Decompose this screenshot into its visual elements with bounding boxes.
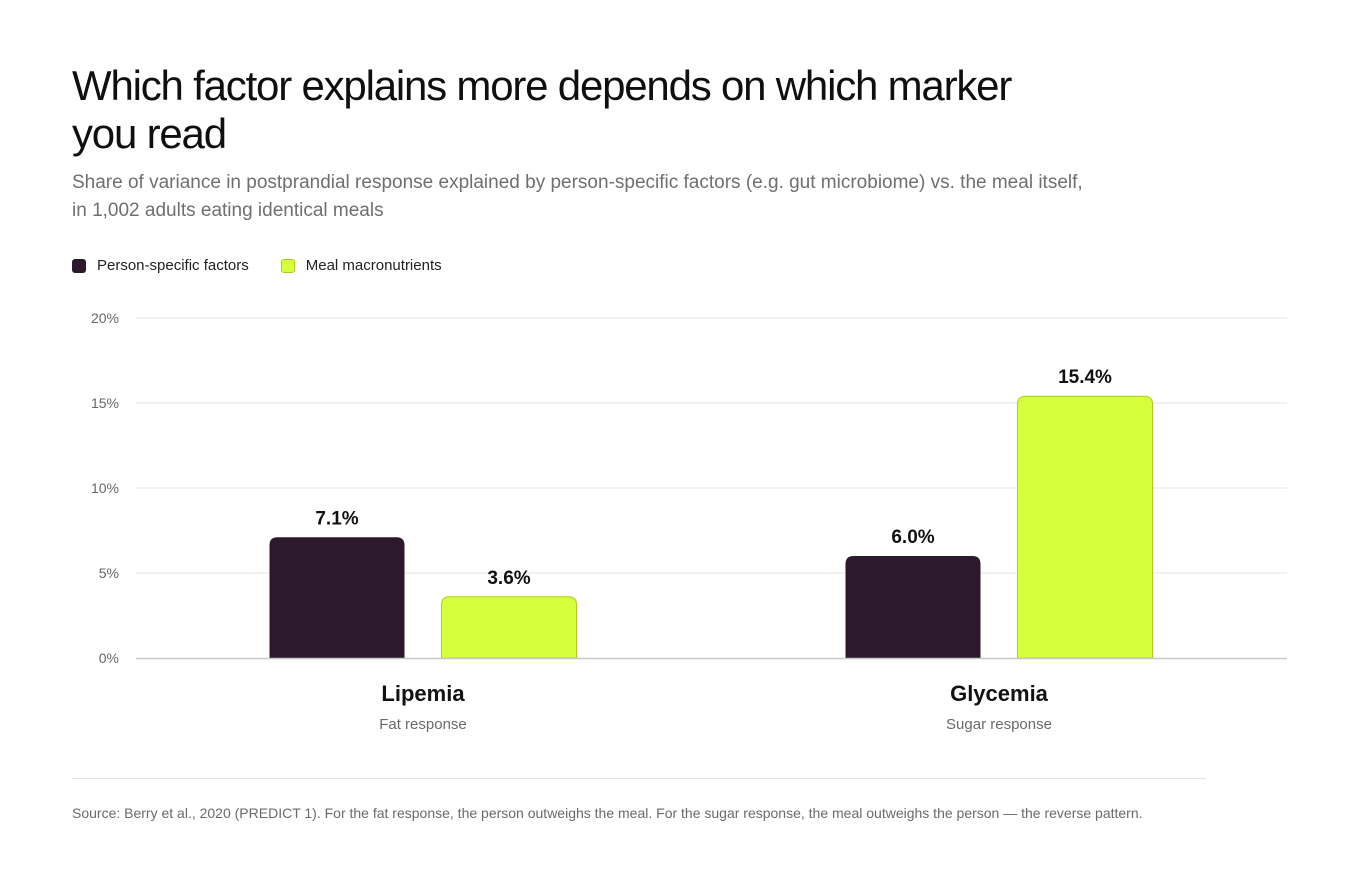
bar-value-label: 6.0% [891, 527, 934, 548]
legend-label-meal: Meal macronutrients [305, 257, 442, 274]
legend-item-meal: Meal macronutrients [280, 257, 442, 274]
category-sublabel: Fat response [379, 716, 467, 733]
category-label: Glycemia [950, 681, 1049, 706]
legend-item-person: Person-specific factors [72, 257, 249, 274]
chart-title: Which factor explains more depends on wh… [72, 62, 1012, 157]
legend-swatch-meal [280, 258, 295, 273]
category-sublabel: Sugar response [946, 716, 1052, 733]
y-tick-label: 10% [91, 480, 119, 496]
category-label: Lipemia [381, 681, 465, 706]
footer-divider [72, 778, 1206, 779]
bar-meal-macronutrients [441, 596, 577, 659]
y-tick-label: 15% [91, 395, 119, 411]
legend-swatch-person [72, 258, 86, 273]
bar-person-specific [269, 537, 405, 658]
chart-legend: Person-specific factors Meal macronutrie… [72, 257, 442, 274]
chart-subtitle: Share of variance in postprandial respon… [72, 172, 1083, 221]
source-note: Source: Berry et al., 2020 (PREDICT 1). … [72, 805, 1143, 821]
bar-value-label: 3.6% [487, 568, 530, 589]
bar-value-label: 7.1% [315, 508, 358, 529]
legend-label-person: Person-specific factors [97, 257, 249, 274]
y-tick-label: 5% [99, 565, 119, 581]
y-tick-label: 0% [99, 650, 119, 666]
bar-value-label: 15.4% [1058, 367, 1112, 388]
bar-meal-macronutrients [1017, 395, 1153, 659]
y-tick-label: 20% [91, 310, 119, 326]
bar-person-specific [845, 556, 981, 658]
